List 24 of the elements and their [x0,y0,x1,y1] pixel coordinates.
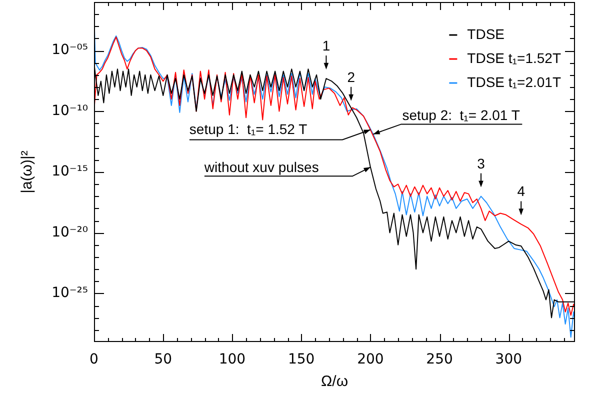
annotation: 1 [322,38,330,54]
x-tick-label: 200 [357,352,384,368]
annotation: without xuv pulses [203,159,319,176]
legend-label: TDSE t₁=1.52T [467,50,562,66]
x-axis-title: Ω/ω [320,373,348,390]
x-tick-label: 0 [90,352,98,368]
annotation: setup 1: t₁= 1.52 T [189,120,308,137]
legend-label: TDSE t₁=2.01T [467,74,562,90]
annotation: 4 [517,183,526,200]
x-tick-label: 50 [154,352,172,368]
y-tick-label: 10⁻¹⁰ [52,102,88,119]
x-tick-label: 300 [495,352,522,368]
x-tick-label: 250 [426,352,453,368]
y-tick-label: 10⁻²⁵ [52,285,88,302]
y-axis-title: |a(ω)|² [18,150,36,194]
annotation: 3 [477,155,486,172]
annotation: 2 [347,68,356,85]
x-tick-label: 100 [218,352,246,368]
y-tick-label: 10⁻¹⁵ [52,164,88,180]
y-tick-label: 10⁻²⁰ [52,224,88,240]
x-tick-label: 150 [288,352,315,368]
y-tick-label: 10⁻⁰⁵ [52,42,88,58]
legend-label: TDSE [467,26,505,42]
annotation: setup 2: t₁= 2.01 T [402,107,520,124]
